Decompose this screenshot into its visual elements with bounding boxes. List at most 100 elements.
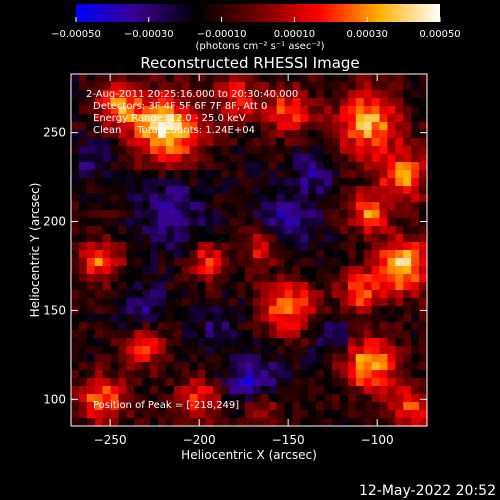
heatmap-cell — [276, 202, 286, 211]
heatmap-cell — [213, 306, 222, 315]
heatmap-cell — [411, 186, 420, 195]
heatmap-cell — [110, 274, 120, 283]
heatmap-cell — [371, 122, 381, 131]
heatmap-cell — [300, 410, 309, 419]
heatmap-cell — [173, 106, 183, 115]
heatmap-cell — [347, 154, 357, 163]
heatmap-cell — [292, 234, 302, 243]
heatmap-cell — [419, 314, 428, 323]
heatmap-cell — [110, 290, 120, 299]
heatmap-cell — [339, 130, 349, 139]
heatmap-cell — [229, 138, 238, 147]
heatmap-cell — [126, 418, 135, 427]
heatmap-cell — [213, 314, 222, 323]
heatmap-cell — [403, 258, 412, 267]
heatmap-cell — [324, 346, 333, 355]
heatmap-cell — [292, 314, 302, 323]
heatmap-cell — [276, 74, 286, 83]
plot-frame — [70, 73, 428, 427]
heatmap-cell — [300, 170, 309, 179]
heatmap-cell — [371, 186, 381, 195]
heatmap-cell — [300, 418, 309, 427]
heatmap-cell — [300, 130, 309, 139]
heatmap-cell — [86, 314, 96, 323]
heatmap-cell — [94, 186, 104, 195]
heatmap-cell — [229, 354, 238, 363]
heatmap-cell — [363, 330, 373, 339]
heatmap-cell — [173, 282, 183, 291]
heatmap-cell — [173, 242, 183, 251]
heatmap-cell — [324, 322, 333, 331]
heatmap-cell — [78, 218, 88, 227]
heatmap-cell — [339, 306, 349, 315]
heatmap-cell — [150, 170, 159, 179]
heatmap-cell — [110, 90, 120, 99]
heatmap-cell — [245, 410, 254, 419]
heatmap-cell — [332, 170, 341, 179]
heatmap-cell — [411, 362, 420, 371]
heatmap-cell — [324, 362, 333, 371]
heatmap-cell — [276, 282, 286, 291]
heatmap-cell — [205, 106, 214, 115]
heatmap-cell — [71, 314, 80, 323]
heatmap-cell — [110, 98, 120, 107]
heatmap-cell — [205, 130, 214, 139]
heatmap-cell — [300, 138, 309, 147]
heatmap-cell — [197, 210, 207, 219]
heatmap-cell — [142, 402, 151, 411]
heatmap-cell — [134, 130, 143, 139]
heatmap-cell — [395, 186, 404, 195]
heatmap-cell — [213, 106, 222, 115]
heatmap-cell — [363, 210, 373, 219]
heatmap-cell — [134, 226, 143, 235]
heatmap-cell — [324, 354, 333, 363]
heatmap-cell — [268, 330, 278, 339]
heatmap-cell — [260, 282, 270, 291]
heatmap-cell — [316, 186, 325, 195]
heatmap-cell — [411, 106, 420, 115]
heatmap-cell — [324, 386, 333, 395]
heatmap-cell — [237, 274, 246, 283]
heatmap-cell — [189, 274, 199, 283]
heatmap-cell — [173, 370, 183, 379]
heatmap-cell — [221, 170, 230, 179]
heatmap-cell — [142, 194, 151, 203]
heatmap-cell — [181, 346, 191, 355]
heatmap-cell — [86, 354, 96, 363]
heatmap-cell — [126, 210, 135, 219]
heatmap-cell — [292, 98, 302, 107]
heatmap-cell — [395, 162, 404, 171]
heatmap-cell — [158, 386, 167, 395]
heatmap-cell — [308, 330, 317, 339]
heatmap-cell — [229, 202, 238, 211]
heatmap-cell — [126, 234, 135, 243]
heatmap-cell — [363, 234, 373, 243]
heatmap-cell — [205, 186, 214, 195]
heatmap-cell — [110, 194, 120, 203]
heatmap-cell — [387, 394, 396, 403]
heatmap-cell — [158, 138, 167, 147]
heatmap-cell — [260, 130, 270, 139]
heatmap-cell — [347, 378, 357, 387]
heatmap-cell — [419, 418, 428, 427]
heatmap-cell — [300, 202, 309, 211]
heatmap-cell — [102, 138, 112, 147]
heatmap-cell — [363, 282, 373, 291]
heatmap-cell — [284, 370, 294, 379]
heatmap-cell — [213, 346, 222, 355]
heatmap-cell — [395, 410, 404, 419]
heatmap-cell — [403, 346, 412, 355]
heatmap-cell — [403, 282, 412, 291]
heatmap-cell — [387, 202, 396, 211]
heatmap-cell — [363, 226, 373, 235]
heatmap-cell — [419, 282, 428, 291]
heatmap-cell — [324, 290, 333, 299]
heatmap-cell — [292, 186, 302, 195]
heatmap-cell — [252, 306, 262, 315]
heatmap-cell — [332, 106, 341, 115]
heatmap-cell — [284, 330, 294, 339]
heatmap-cell — [197, 170, 207, 179]
heatmap-cell — [158, 218, 167, 227]
heatmap-cell — [229, 274, 238, 283]
heatmap-cell — [229, 98, 238, 107]
